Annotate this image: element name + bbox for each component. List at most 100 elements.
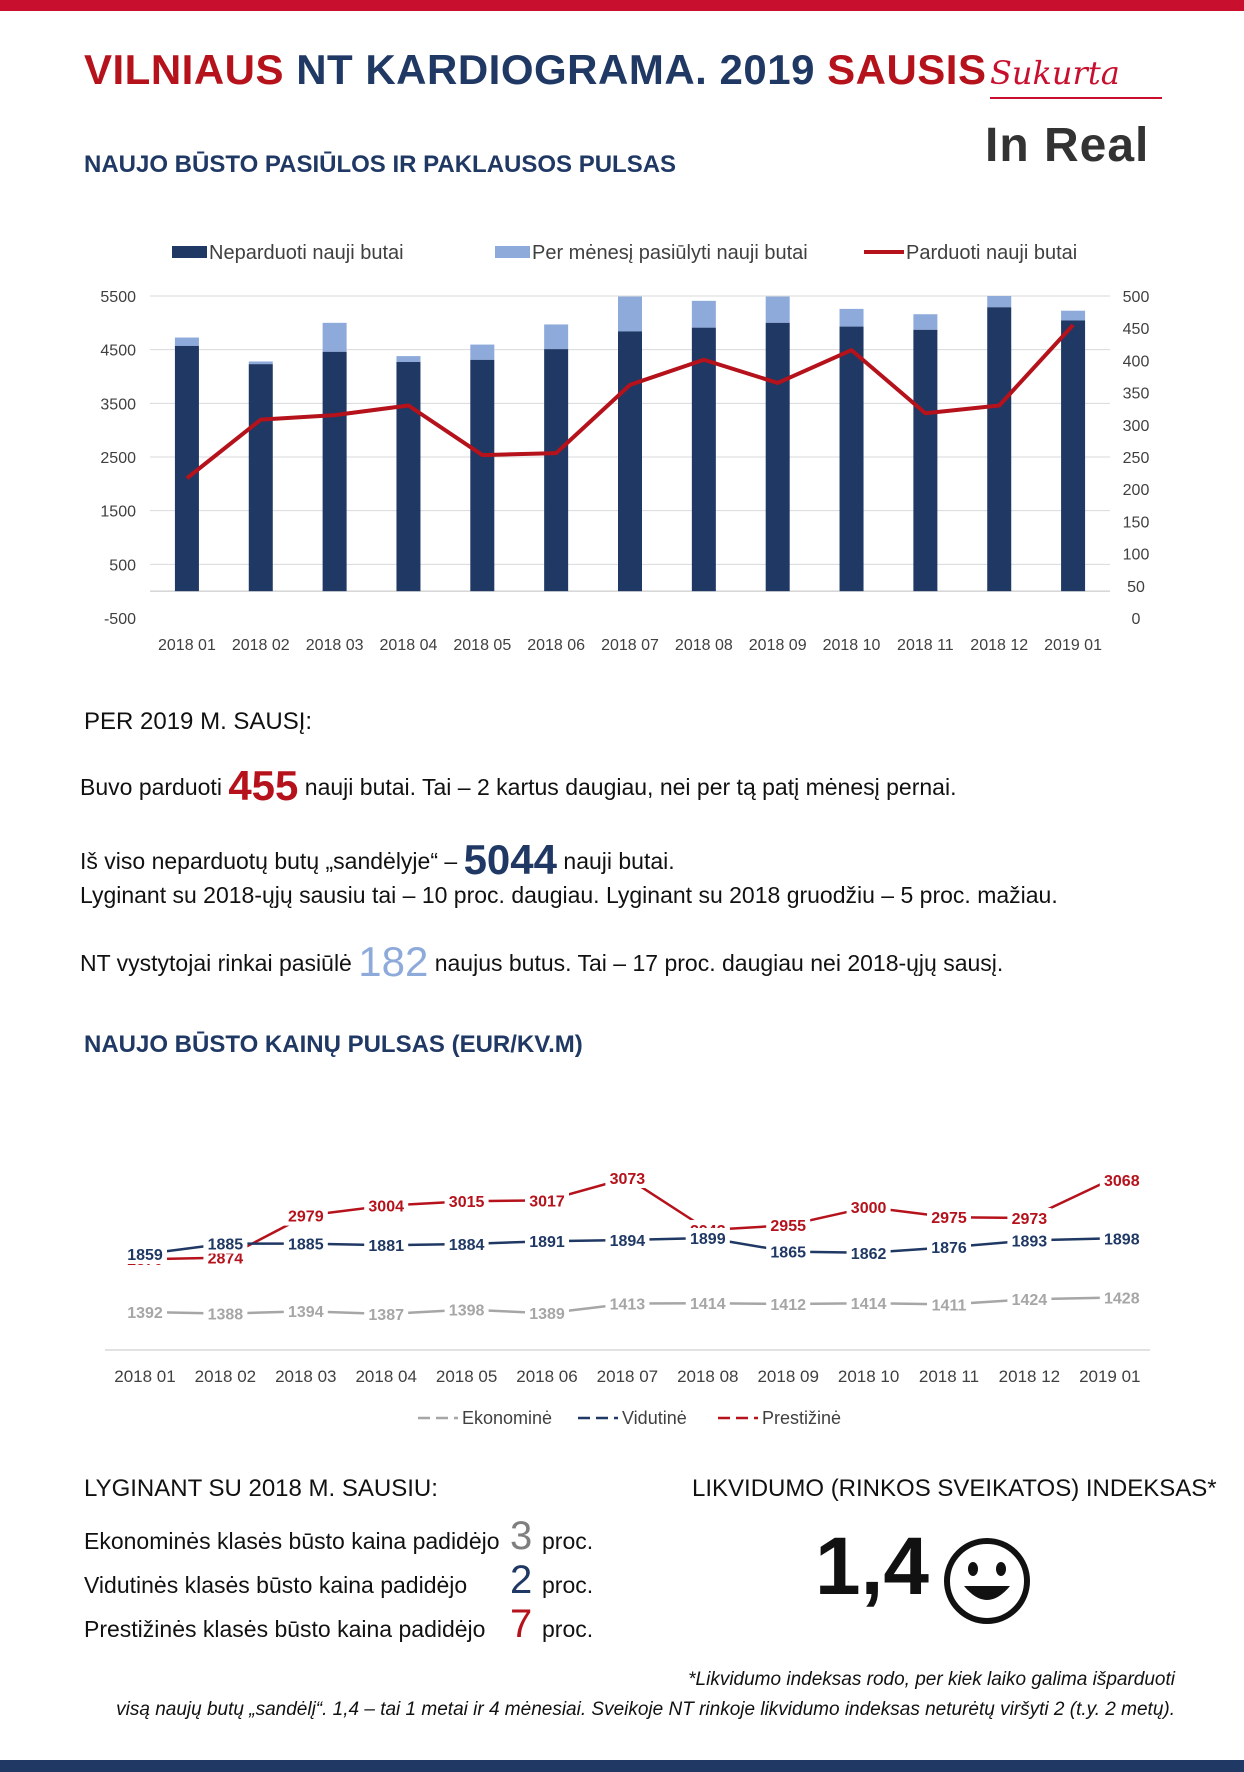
data-label-bg bbox=[685, 1228, 730, 1248]
data-label-bg bbox=[283, 1233, 328, 1254]
x-tick-label: 2018 02 bbox=[195, 1367, 256, 1386]
stats-line-offered-pre: NT vystytojai rinkai pasiūlė bbox=[80, 950, 359, 976]
supply-demand-chart: Neparduoti nauji butai Per mėnesį pasiūly… bbox=[100, 242, 1150, 654]
chart1-left-axis: 5500 4500 3500 2500 1500 500 -500 bbox=[100, 289, 136, 628]
stats-line-unsold-pre: Iš viso neparduotų butų „sandėlyje“ – bbox=[80, 848, 464, 874]
data-label: 3068 bbox=[1104, 1173, 1140, 1190]
data-label: 3017 bbox=[529, 1193, 565, 1210]
data-label-bg bbox=[123, 1302, 167, 1322]
x-tick-label: 2018 04 bbox=[355, 1367, 416, 1386]
chart1-bars bbox=[174, 296, 1086, 592]
right-axis-tick-label: 0 bbox=[1132, 611, 1141, 628]
right-axis-tick-label: 500 bbox=[1123, 289, 1150, 306]
x-tick-label: 2018 06 bbox=[527, 637, 585, 654]
data-label: 1884 bbox=[449, 1237, 485, 1254]
section-title-supply-demand: NAUJO BŪSTO PASIŪLOS IR PAKLAUSOS PULSAS bbox=[84, 151, 677, 178]
inreal-logo-text: In Real bbox=[985, 119, 1150, 172]
data-label-bg bbox=[846, 1197, 891, 1218]
right-axis-tick-label: 50 bbox=[1127, 579, 1145, 596]
x-tick-label: 2018 12 bbox=[970, 637, 1028, 654]
bar-offered bbox=[470, 344, 495, 360]
data-label-bg bbox=[846, 1293, 891, 1314]
comparison-value: 3 bbox=[510, 1514, 533, 1558]
x-tick-label: 2018 07 bbox=[601, 637, 659, 654]
bar-offered bbox=[987, 296, 1012, 308]
data-label-bg bbox=[927, 1237, 971, 1258]
title-part-city: VILNIAUS bbox=[84, 46, 285, 93]
title-part-month: SAUSIS bbox=[827, 46, 987, 93]
data-label: 1398 bbox=[449, 1303, 485, 1320]
data-label: 3000 bbox=[851, 1200, 887, 1217]
stats-line-comparison: Lyginant su 2018-ųjų sausiu tai – 10 pro… bbox=[80, 882, 1058, 908]
comparison-heading: LYGINANT SU 2018 M. SAUSIU: bbox=[84, 1475, 438, 1502]
x-tick-label: 2018 02 bbox=[232, 637, 290, 654]
data-label-bg bbox=[1099, 1170, 1144, 1190]
data-label: 1865 bbox=[770, 1245, 806, 1262]
stats-line-sold-post: nauji butai. Tai – 2 kartus daugiau, nei… bbox=[298, 774, 957, 800]
x-tick-label: 2018 04 bbox=[380, 637, 438, 654]
x-tick-label: 2018 03 bbox=[306, 637, 364, 654]
x-tick-label: 2018 09 bbox=[757, 1367, 818, 1386]
stats-offered-number: 182 bbox=[358, 938, 429, 985]
data-label: 2874 bbox=[208, 1251, 244, 1268]
x-tick-label: 2018 05 bbox=[453, 637, 511, 654]
x-tick-label: 2018 06 bbox=[516, 1367, 577, 1386]
data-label: 1862 bbox=[851, 1246, 887, 1263]
chart2-x-axis: 2018 01 2018 02 2018 03 2018 04 2018 05 2018 … bbox=[114, 1367, 1140, 1386]
sukurta-logo-text: Sukurta bbox=[990, 54, 1120, 92]
legend-label: Per mėnesį pasiūlyti nauji butai bbox=[532, 242, 808, 264]
data-label: 3004 bbox=[368, 1199, 404, 1216]
legend-label: Prestižinė bbox=[762, 1408, 841, 1428]
data-label: 1414 bbox=[690, 1296, 726, 1313]
data-label-bg bbox=[283, 1301, 328, 1322]
stats-heading: PER 2019 M. SAUSĮ: bbox=[84, 708, 313, 735]
data-label: 1891 bbox=[529, 1234, 565, 1251]
price-pulse-chart: 2870287429793004301530173073294329553000… bbox=[105, 1168, 1150, 1428]
data-label-bg bbox=[605, 1230, 650, 1250]
x-tick-label: 2018 03 bbox=[275, 1367, 336, 1386]
data-label-bg bbox=[605, 1293, 650, 1314]
section-title-prices: NAUJO BŪSTO KAINŲ PULSAS (EUR/KV.M) bbox=[84, 1031, 583, 1058]
data-label-bg bbox=[444, 1234, 489, 1254]
data-label: 1885 bbox=[288, 1237, 324, 1254]
x-tick-label: 2018 11 bbox=[919, 1367, 979, 1386]
bar-unsold bbox=[174, 345, 199, 592]
right-axis-tick-label: 100 bbox=[1123, 547, 1150, 564]
data-label-bg bbox=[364, 1304, 409, 1324]
bar-unsold bbox=[691, 327, 716, 592]
data-label: 1885 bbox=[208, 1237, 244, 1254]
data-label: 1881 bbox=[368, 1238, 404, 1255]
x-tick-label: 2018 10 bbox=[838, 1367, 899, 1386]
comparison-unit: proc. bbox=[542, 1528, 594, 1554]
comparison-value: 7 bbox=[510, 1602, 533, 1646]
legend-swatch bbox=[495, 246, 530, 258]
legend-label: Parduoti nauji butai bbox=[906, 242, 1077, 264]
data-label: 1389 bbox=[529, 1306, 565, 1323]
left-axis-tick-label: 5500 bbox=[100, 289, 136, 306]
data-label-bg bbox=[525, 1190, 569, 1211]
top-accent-bar bbox=[0, 0, 1244, 11]
right-axis-tick-label: 200 bbox=[1123, 482, 1150, 499]
data-label-bg bbox=[203, 1303, 248, 1324]
bar-unsold bbox=[396, 362, 421, 592]
legend-label: Neparduoti nauji butai bbox=[209, 242, 404, 264]
data-label-bg bbox=[283, 1205, 328, 1226]
data-label: 1859 bbox=[127, 1247, 163, 1264]
right-axis-tick-label: 400 bbox=[1123, 353, 1150, 370]
x-tick-label: 2018 09 bbox=[749, 637, 807, 654]
bar-offered bbox=[839, 308, 864, 327]
data-label-bg bbox=[364, 1235, 409, 1256]
left-axis-tick-label: 1500 bbox=[100, 504, 136, 521]
left-axis-tick-label: 3500 bbox=[100, 396, 136, 413]
bar-unsold bbox=[765, 322, 790, 592]
stats-line-sold: Buvo parduoti 455 nauji butai. Tai – 2 k… bbox=[80, 762, 956, 810]
x-tick-label: 2018 01 bbox=[114, 1367, 175, 1386]
x-tick-label: 2018 05 bbox=[436, 1367, 497, 1386]
liquidity-footnote: *Likvidumo indeksas rodo, per kiek laiko… bbox=[60, 1665, 1175, 1725]
data-label: 2973 bbox=[1012, 1211, 1048, 1228]
data-label-bg bbox=[605, 1168, 650, 1188]
chart1-legend: Neparduoti nauji butai Per mėnesį pasiūly… bbox=[172, 242, 1077, 264]
data-label-bg bbox=[766, 1294, 811, 1314]
bar-unsold bbox=[544, 349, 569, 592]
right-axis-tick-label: 350 bbox=[1123, 386, 1150, 403]
